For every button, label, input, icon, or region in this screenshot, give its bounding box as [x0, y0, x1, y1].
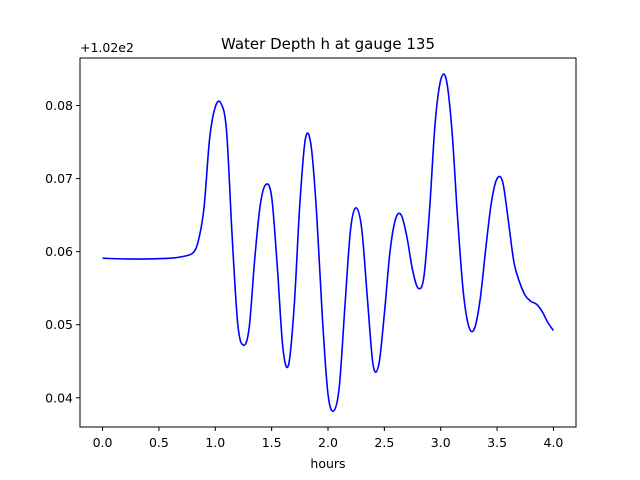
series-line	[102, 73, 555, 412]
x-tick-label: 1.5	[262, 435, 282, 450]
x-tick-label: 3.0	[431, 435, 451, 450]
x-tick-label: 2.0	[318, 435, 338, 450]
x-tick-label: 0.0	[93, 435, 113, 450]
x-axis-label: hours	[310, 456, 345, 471]
plot-area	[79, 57, 577, 428]
y-tick-label: 0.06	[45, 244, 73, 259]
plot-frame	[79, 57, 577, 428]
y-tick-label: 0.05	[45, 317, 73, 332]
chart-title: Water Depth h at gauge 135	[221, 35, 435, 53]
x-axis-ticks: 0.0 0.5 1.0 1.5 2.0 2.5 3.0 3.5 4.0	[93, 427, 564, 450]
x-tick-label: 0.5	[149, 435, 169, 450]
y-tick-label: 0.04	[45, 390, 73, 405]
series-layer	[102, 73, 555, 412]
x-tick-label: 2.5	[374, 435, 394, 450]
y-axis-ticks: 0.04 0.05 0.06 0.07 0.08	[45, 98, 80, 405]
y-tick-label: 0.08	[45, 98, 73, 113]
y-offset-label: +1.02e2	[80, 40, 134, 55]
x-tick-label: 4.0	[544, 435, 564, 450]
x-tick-label: 3.5	[487, 435, 507, 450]
y-tick-label: 0.07	[45, 171, 73, 186]
x-tick-label: 1.0	[205, 435, 225, 450]
